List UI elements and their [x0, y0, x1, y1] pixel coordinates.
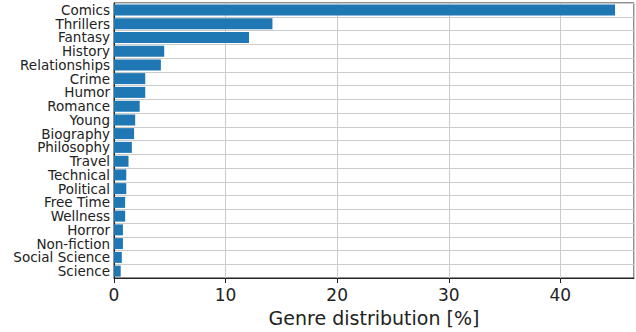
svg-text:Biography: Biography: [41, 125, 110, 142]
svg-text:Philosophy: Philosophy: [37, 139, 110, 156]
svg-text:Wellness: Wellness: [50, 208, 110, 225]
svg-text:0: 0: [109, 285, 120, 305]
svg-text:10: 10: [215, 285, 237, 305]
svg-text:Horror: Horror: [67, 221, 110, 238]
svg-text:Genre distribution [%]: Genre distribution [%]: [269, 307, 480, 329]
svg-text:Science: Science: [58, 263, 110, 279]
svg-text:Political: Political: [58, 180, 110, 197]
svg-text:40: 40: [550, 285, 572, 305]
svg-text:Young: Young: [69, 111, 110, 128]
svg-text:Romance: Romance: [47, 98, 110, 115]
svg-text:Social Science: Social Science: [13, 249, 110, 266]
svg-text:Travel: Travel: [69, 153, 110, 170]
svg-text:Non-fiction: Non-fiction: [36, 235, 110, 252]
svg-text:Technical: Technical: [48, 166, 110, 183]
svg-text:Free Time: Free Time: [44, 194, 110, 211]
svg-text:Thrillers: Thrillers: [55, 15, 110, 32]
svg-text:Relationships: Relationships: [20, 56, 110, 73]
svg-text:Humor: Humor: [64, 84, 110, 101]
svg-text:20: 20: [326, 285, 348, 305]
svg-text:Crime: Crime: [69, 70, 110, 87]
svg-text:Fantasy: Fantasy: [58, 29, 110, 46]
svg-text:30: 30: [438, 285, 460, 305]
svg-text:Comics: Comics: [61, 1, 110, 18]
svg-text:History: History: [62, 43, 110, 60]
